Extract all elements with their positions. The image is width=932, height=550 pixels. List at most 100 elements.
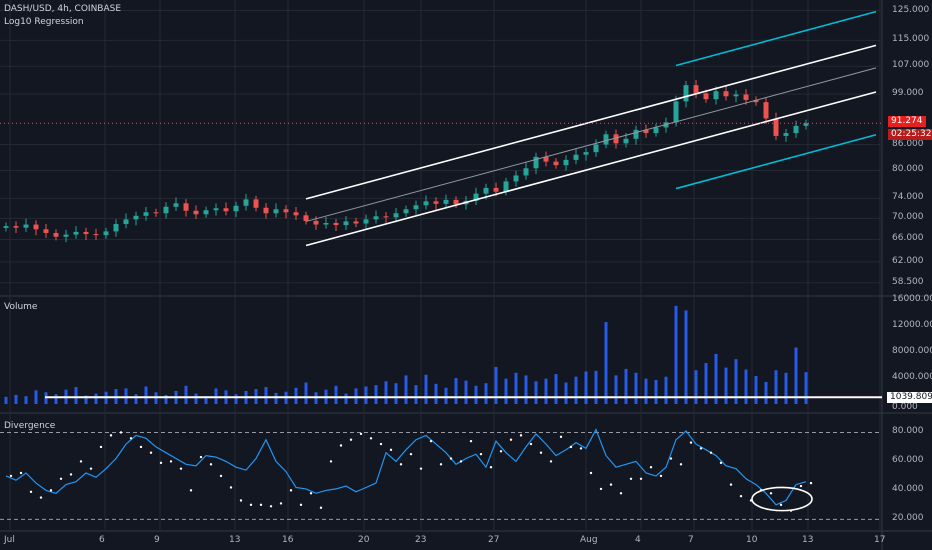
candle-body <box>373 216 379 220</box>
indicator-name[interactable]: Log10 Regression <box>4 17 84 27</box>
volume-bar <box>434 383 438 404</box>
divergence-dot <box>169 460 173 463</box>
candle-body <box>3 226 9 228</box>
highlight-ellipse <box>751 486 813 512</box>
volume-bar <box>564 382 568 404</box>
divergence-dot <box>329 460 333 463</box>
volume-bar <box>534 381 538 404</box>
volume-bar <box>584 371 588 404</box>
candle-body <box>73 231 79 235</box>
volume-bar <box>54 394 58 404</box>
regression-outer-band <box>675 133 877 190</box>
divergence-dot <box>589 471 593 475</box>
divergence-dot <box>419 467 423 470</box>
divergence-dot <box>739 494 743 498</box>
x-tick-label: 17 <box>874 535 886 545</box>
price-tick-label: 107.000 <box>892 60 930 71</box>
volume-bar <box>654 379 658 404</box>
volume-bar <box>524 375 528 404</box>
divergence-dot <box>799 484 803 488</box>
candle-body <box>263 207 269 214</box>
candle-body <box>393 213 399 218</box>
candle-body <box>303 215 309 221</box>
candle-body <box>243 199 249 206</box>
divergence-tick-label: 20.000 <box>892 513 924 524</box>
divergence-dot <box>269 505 273 508</box>
regression-inner-band <box>305 44 877 200</box>
divergence-dot <box>599 487 603 491</box>
volume-bar <box>394 383 398 404</box>
divergence-dot <box>459 460 463 463</box>
symbol-title[interactable]: DASH/USD, 4h, COINBASE <box>4 4 122 14</box>
candle-body <box>183 203 189 211</box>
divergence-dot <box>649 466 653 469</box>
volume-bar <box>694 370 698 404</box>
volume-bar <box>674 305 678 404</box>
candle-body <box>203 210 209 215</box>
divergence-dot <box>389 448 393 452</box>
divergence-dot <box>189 489 193 492</box>
volume-tick-label: 4000.000 <box>892 372 932 382</box>
candle-body <box>223 208 229 212</box>
candle-body <box>103 231 109 236</box>
volume-bar <box>424 374 428 404</box>
x-tick-label: 16 <box>282 535 294 545</box>
volume-bar <box>34 390 38 404</box>
volume-bar <box>724 367 728 404</box>
divergence-dot <box>339 444 343 447</box>
volume-bar <box>164 394 168 404</box>
divergence-dot <box>29 490 33 494</box>
divergence-dot <box>109 434 113 437</box>
x-tick-label: 10 <box>746 535 758 545</box>
volume-bar <box>74 387 78 404</box>
price-tick-label: 66.000 <box>892 233 924 244</box>
divergence-dot <box>39 496 43 499</box>
candle-body <box>43 229 49 233</box>
divergence-dot <box>239 499 243 502</box>
candle-body <box>383 216 389 218</box>
divergence-dot <box>99 445 103 449</box>
divergence-dot <box>359 432 363 436</box>
candle-body <box>253 199 259 208</box>
candle-body <box>313 220 319 225</box>
volume-bar <box>624 368 628 404</box>
divergence-dot <box>449 457 453 460</box>
candle-body <box>153 212 159 214</box>
candle-body <box>543 156 549 162</box>
x-tick-label: 6 <box>99 535 105 545</box>
candle-body <box>563 159 569 166</box>
volume-bar <box>84 395 88 404</box>
divergence-dot <box>579 447 583 450</box>
candle-body <box>473 193 479 201</box>
candle-body <box>693 85 699 94</box>
divergence-dot <box>399 463 403 466</box>
volume-bar <box>364 386 368 404</box>
volume-bar <box>304 382 308 404</box>
candle-body <box>503 181 509 192</box>
candle-body <box>763 102 769 119</box>
volume-bar <box>644 378 648 404</box>
volume-bar <box>344 393 348 404</box>
divergence-tick-label: 80.000 <box>892 426 924 437</box>
divergence-dot <box>119 431 123 434</box>
divergence-dot <box>299 503 303 507</box>
divergence-dot <box>529 442 533 446</box>
volume-bar <box>794 347 798 404</box>
volume-bar <box>454 378 458 404</box>
volume-bar <box>744 369 748 404</box>
x-tick-label: Jul <box>4 535 15 545</box>
divergence-dot <box>199 455 203 459</box>
x-tick-label: 27 <box>488 535 500 545</box>
divergence-dot <box>309 492 313 495</box>
divergence-pane-title: Divergence <box>4 421 56 431</box>
candle-body <box>133 215 139 220</box>
divergence-dot <box>479 452 483 456</box>
candle-body <box>53 232 59 237</box>
volume-bar <box>264 387 268 404</box>
divergence-dot <box>499 450 503 453</box>
price-tick-label: 115.000 <box>892 34 930 45</box>
divergence-dot <box>369 437 373 440</box>
volume-bar <box>414 385 418 404</box>
candle-body <box>193 210 199 215</box>
